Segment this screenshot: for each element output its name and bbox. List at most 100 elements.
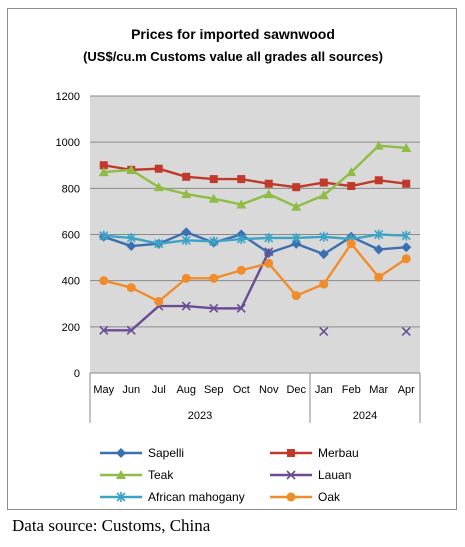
legend-label: Oak — [318, 490, 341, 504]
legend-item-oak: Oak — [270, 490, 341, 504]
chart-title: Prices for imported sawnwood — [131, 26, 335, 42]
legend: Sapelli Merbau Teak Lauan African mahogany Oa… — [100, 446, 359, 504]
chart-frame: Prices for imported sawnwood (US$/cu.m C… — [7, 8, 457, 510]
legend-item-african-mahogany: African mahogany — [100, 490, 245, 504]
plot-area — [90, 95, 420, 374]
data-point — [291, 291, 301, 301]
data-point — [291, 201, 302, 211]
data-point — [402, 179, 411, 188]
data-point — [373, 244, 384, 255]
data-point — [318, 249, 329, 260]
y-tick-label: 400 — [62, 276, 80, 288]
data-point — [319, 231, 329, 242]
legend-label: Sapelli — [148, 446, 184, 460]
legend-item-lauan: Lauan — [270, 468, 351, 482]
data-point — [154, 238, 164, 249]
data-point — [319, 279, 329, 289]
data-point — [347, 182, 356, 191]
data-point — [181, 235, 191, 246]
data-point — [401, 230, 411, 241]
data-point — [401, 242, 412, 253]
data-point — [154, 296, 164, 306]
legend-label: Lauan — [318, 468, 351, 482]
data-point — [209, 303, 219, 313]
x-tick-label: Jan — [315, 384, 333, 396]
data-point — [181, 189, 192, 199]
x-tick-label: Oct — [233, 384, 250, 396]
series-lines — [98, 140, 412, 337]
x-tick-label: Jul — [152, 384, 166, 396]
data-point — [264, 247, 274, 257]
data-point — [209, 175, 218, 184]
chart-subtitle: (US$/cu.m Customs value all grades all s… — [83, 49, 383, 64]
data-point — [346, 239, 356, 249]
data-point — [374, 272, 384, 282]
data-point — [98, 167, 109, 177]
data-point — [126, 164, 137, 174]
data-point — [182, 172, 191, 181]
data-point — [209, 273, 219, 283]
data-point — [263, 189, 274, 199]
data-point — [126, 325, 136, 335]
legend-swatch-marker — [286, 470, 296, 480]
data-point — [401, 142, 412, 152]
data-point — [99, 276, 109, 286]
data-point — [126, 283, 136, 293]
data-point — [264, 232, 274, 243]
x-tick-label: Aug — [176, 384, 196, 396]
data-point — [236, 199, 247, 209]
data-point — [264, 258, 274, 268]
data-point — [318, 190, 329, 200]
series-line-segment — [103, 144, 407, 209]
series-line-segment — [103, 233, 407, 245]
legend-swatch-marker — [286, 492, 296, 502]
x-tick-label: Apr — [398, 384, 415, 396]
data-point — [236, 303, 246, 313]
data-point — [346, 167, 357, 177]
legend-swatch-marker — [116, 492, 126, 502]
y-tick-label: 1200 — [56, 91, 80, 103]
y-tick-label: 200 — [62, 322, 80, 334]
x-tick-label: Dec — [286, 384, 306, 396]
data-point — [401, 326, 411, 337]
axes: 0 200 400 600 800 1000 1200 May Jun Jul Aug Sep Oct N… — [56, 91, 421, 423]
data-point — [319, 326, 329, 337]
data-point — [236, 265, 246, 275]
x-tick-label: May — [93, 384, 114, 396]
data-point — [154, 164, 163, 173]
data-point — [153, 182, 164, 192]
y-tick-label: 800 — [62, 183, 80, 195]
legend-swatch-marker — [116, 448, 126, 458]
data-point — [181, 273, 191, 283]
series-lauan — [99, 247, 411, 337]
legend-label: Teak — [148, 468, 174, 482]
data-point — [237, 175, 246, 184]
legend-label: Merbau — [318, 446, 359, 460]
data-point — [291, 232, 301, 243]
data-point — [374, 229, 384, 240]
data-point — [99, 161, 108, 170]
data-point — [181, 301, 191, 311]
data-point — [99, 230, 109, 241]
x-tick-label: Mar — [369, 384, 388, 396]
data-point — [181, 227, 192, 238]
x-group-label: 2024 — [353, 410, 377, 422]
x-tick-label: Feb — [342, 384, 361, 396]
legend-swatch-marker — [287, 449, 295, 457]
legend-swatch-marker — [116, 470, 126, 479]
series-line-segment — [103, 242, 407, 303]
x-tick-label: Jun — [122, 384, 140, 396]
data-point — [99, 325, 109, 335]
data-point — [126, 232, 136, 243]
series-line-segment — [103, 164, 407, 189]
legend-item-sapelli: Sapelli — [100, 446, 184, 460]
data-point — [209, 236, 219, 247]
data-point — [374, 176, 383, 185]
data-source-note: Data source: Customs, China — [12, 516, 211, 535]
data-point — [264, 179, 273, 188]
data-point — [236, 234, 246, 245]
y-tick-label: 0 — [74, 368, 80, 380]
legend-item-merbau: Merbau — [270, 446, 359, 460]
line-chart: Prices for imported sawnwood (US$/cu.m C… — [56, 26, 421, 504]
data-point — [373, 140, 384, 150]
